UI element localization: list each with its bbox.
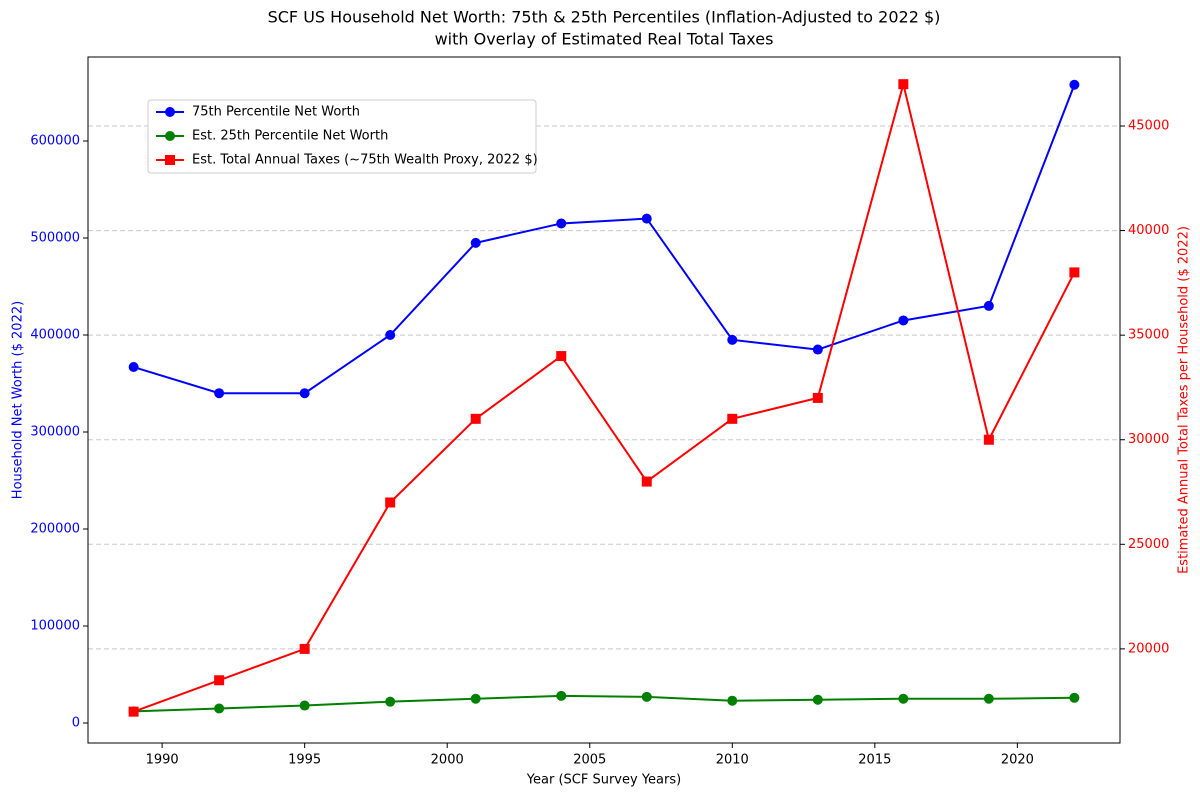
marker bbox=[812, 392, 823, 403]
y2-tick-label: 30000 bbox=[1128, 432, 1169, 447]
x-tick-label: 2015 bbox=[858, 753, 891, 768]
marker bbox=[470, 693, 481, 704]
marker bbox=[727, 334, 738, 345]
y-tick-label: 500000 bbox=[30, 231, 80, 246]
marker bbox=[470, 413, 481, 424]
marker bbox=[385, 696, 396, 707]
marker bbox=[128, 706, 139, 717]
marker bbox=[556, 351, 567, 362]
marker bbox=[1069, 267, 1080, 278]
marker bbox=[214, 388, 225, 399]
y2-tick-label: 25000 bbox=[1128, 537, 1169, 552]
marker bbox=[898, 79, 909, 90]
y2-tick-label: 35000 bbox=[1128, 328, 1169, 343]
marker bbox=[812, 344, 823, 355]
legend-label: Est. Total Annual Taxes (~75th Wealth Pr… bbox=[192, 153, 538, 168]
y-tick-label: 0 bbox=[72, 716, 80, 731]
y2-tick-label: 20000 bbox=[1128, 641, 1169, 656]
marker bbox=[727, 413, 738, 424]
marker bbox=[470, 237, 481, 248]
x-tick-label: 2000 bbox=[431, 753, 464, 768]
marker bbox=[1069, 692, 1080, 703]
marker bbox=[641, 213, 652, 224]
marker bbox=[1069, 79, 1080, 90]
legend-marker bbox=[165, 107, 175, 117]
series-line bbox=[133, 83, 1076, 713]
x-tick-label: 1995 bbox=[288, 753, 321, 768]
x-tick-label: 1990 bbox=[146, 753, 179, 768]
y-tick-label: 200000 bbox=[30, 522, 80, 537]
marker bbox=[214, 675, 225, 686]
marker bbox=[556, 218, 567, 229]
y-tick-label: 400000 bbox=[30, 328, 80, 343]
marker bbox=[556, 690, 567, 701]
marker bbox=[214, 703, 225, 714]
y-tick-label: 100000 bbox=[30, 619, 80, 634]
chart-title: SCF US Household Net Worth: 75th & 25th … bbox=[268, 8, 941, 27]
y2-axis-label: Estimated Annual Total Taxes per Househo… bbox=[1177, 226, 1192, 574]
marker bbox=[898, 693, 909, 704]
marker bbox=[812, 694, 823, 705]
x-tick-label: 2020 bbox=[1001, 753, 1034, 768]
x-tick-label: 2005 bbox=[573, 753, 606, 768]
marker bbox=[898, 315, 909, 326]
legend-marker bbox=[165, 155, 175, 165]
legend-label: 75th Percentile Net Worth bbox=[192, 105, 360, 120]
x-tick-label: 2010 bbox=[716, 753, 749, 768]
marker bbox=[983, 434, 994, 445]
marker bbox=[983, 693, 994, 704]
marker bbox=[641, 691, 652, 702]
y2-tick-label: 45000 bbox=[1128, 119, 1169, 134]
marker bbox=[983, 300, 994, 311]
y-axis-label: Household Net Worth ($ 2022) bbox=[11, 301, 26, 499]
marker bbox=[385, 330, 396, 341]
chart-subtitle: with Overlay of Estimated Real Total Tax… bbox=[435, 30, 774, 49]
legend-box bbox=[147, 99, 537, 174]
marker bbox=[128, 362, 139, 373]
marker bbox=[385, 497, 396, 508]
legend: 75th Percentile Net Worth Est. 25th Perce… bbox=[147, 99, 538, 174]
marker bbox=[299, 388, 310, 399]
y-tick-label: 300000 bbox=[30, 425, 80, 440]
marker bbox=[727, 695, 738, 706]
legend-marker bbox=[165, 131, 175, 141]
marker bbox=[299, 643, 310, 654]
y-tick-label: 600000 bbox=[30, 134, 80, 149]
series-line bbox=[133, 694, 1075, 713]
marker bbox=[641, 476, 652, 487]
y2-tick-label: 40000 bbox=[1128, 223, 1169, 238]
series-line bbox=[133, 84, 1076, 395]
marker bbox=[299, 700, 310, 711]
x-axis-label: Year (SCF Survey Years) bbox=[526, 773, 681, 788]
plot-frame bbox=[87, 56, 1121, 744]
legend-label: Est. 25th Percentile Net Worth bbox=[192, 129, 388, 144]
